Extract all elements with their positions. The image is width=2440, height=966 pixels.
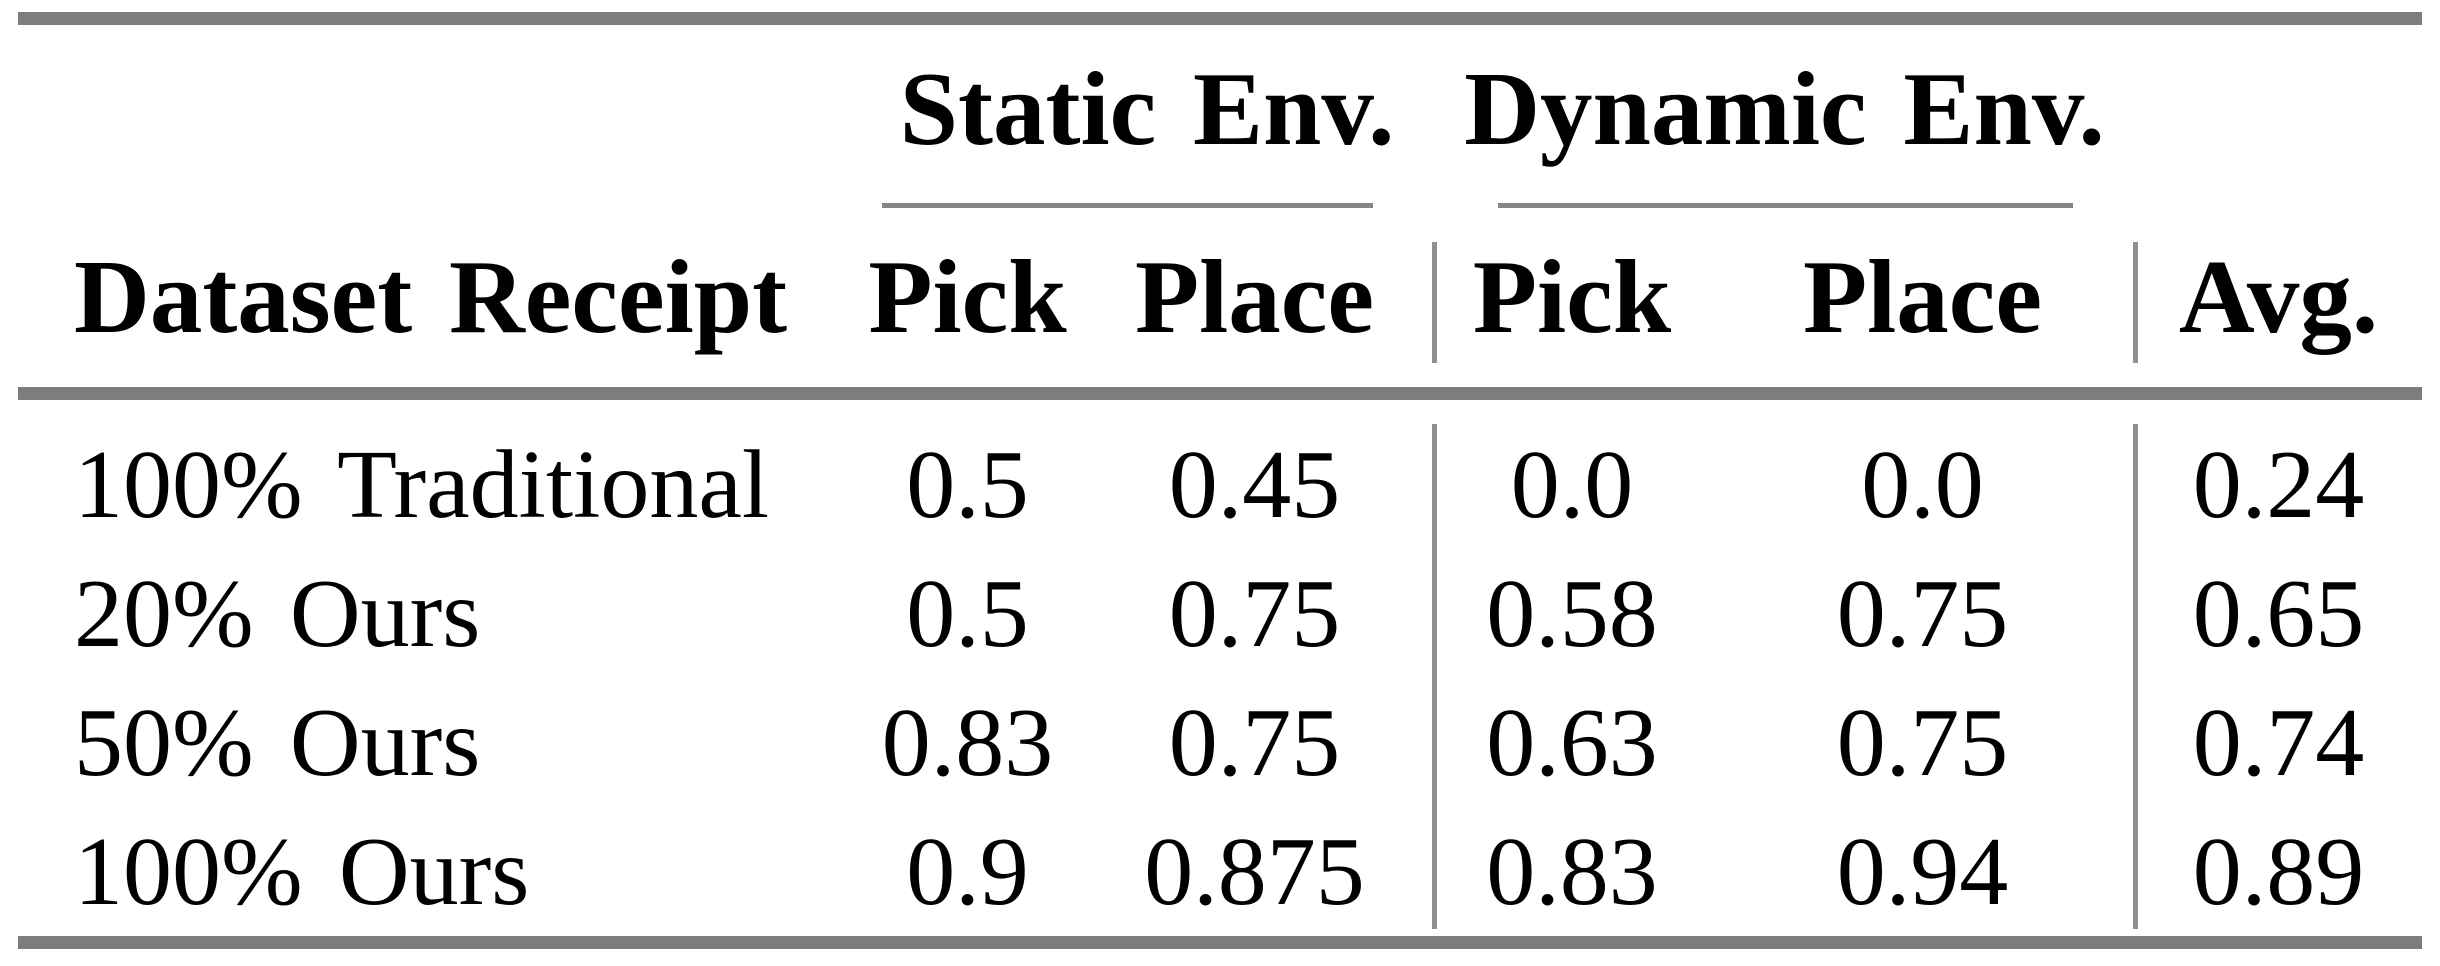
row-label: 20% Ours	[74, 559, 481, 668]
cmidrule-static-env	[882, 203, 1373, 208]
cell-dynamic-place: 0.75	[1836, 688, 2009, 797]
divider-dynamic-avg-body	[2133, 424, 2138, 929]
cell-static-pick: 0.5	[906, 430, 1029, 539]
divider-static-dynamic-body	[1432, 424, 1437, 929]
header-bottom-rule	[18, 387, 2422, 400]
divider-static-dynamic-header	[1432, 242, 1437, 363]
header-static-place: Place	[1134, 237, 1375, 355]
cell-dynamic-place: 0.94	[1836, 817, 2009, 926]
header-avg: Avg.	[2178, 237, 2379, 355]
top-rule	[18, 12, 2422, 25]
cell-avg: 0.74	[2192, 688, 2365, 797]
cell-dynamic-pick: 0.58	[1486, 559, 1658, 668]
col-group-dynamic-env: Dynamic Env.	[1464, 50, 2105, 167]
cell-static-pick: 0.9	[906, 817, 1029, 926]
cell-static-pick: 0.83	[881, 688, 1054, 797]
col-group-static-env: Static Env.	[899, 50, 1395, 167]
row-label: 100% Ours	[74, 817, 530, 926]
row-label: 50% Ours	[74, 688, 481, 797]
cell-dynamic-pick: 0.0	[1510, 430, 1634, 539]
header-dynamic-pick: Pick	[1472, 237, 1672, 355]
row-label: 100% Traditional	[74, 430, 770, 539]
cell-dynamic-pick: 0.83	[1486, 817, 1658, 926]
bottom-rule	[18, 936, 2422, 949]
cmidrule-dynamic-env	[1498, 203, 2073, 208]
header-static-pick: Pick	[868, 237, 1067, 355]
cell-static-place: 0.875	[1144, 817, 1365, 926]
results-table: Static Env. Dynamic Env. Dataset Receipt…	[18, 12, 2422, 936]
cell-dynamic-pick: 0.63	[1486, 688, 1658, 797]
cell-static-place: 0.75	[1168, 559, 1341, 668]
header-dataset-receipt: Dataset Receipt	[74, 237, 788, 355]
divider-dynamic-avg-header	[2133, 242, 2138, 363]
cell-avg: 0.24	[2192, 430, 2365, 539]
cell-static-pick: 0.5	[906, 559, 1029, 668]
cell-avg: 0.89	[2192, 817, 2365, 926]
cell-static-place: 0.75	[1168, 688, 1341, 797]
cell-avg: 0.65	[2192, 559, 2365, 668]
cell-dynamic-place: 0.0	[1861, 430, 1984, 539]
cell-dynamic-place: 0.75	[1836, 559, 2009, 668]
header-dynamic-place: Place	[1802, 237, 2043, 355]
cell-static-place: 0.45	[1168, 430, 1341, 539]
